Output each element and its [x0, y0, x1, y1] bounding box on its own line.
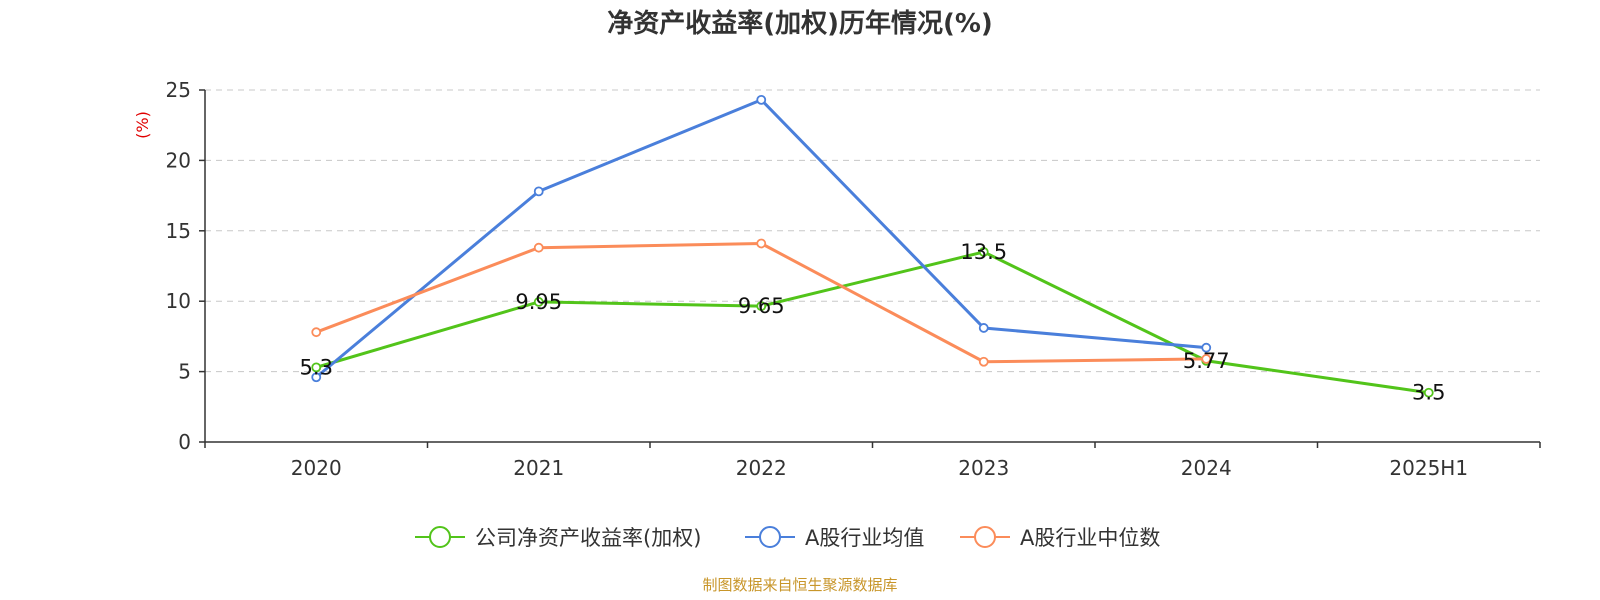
data-label: 13.5	[960, 240, 1007, 264]
legend-item-2[interactable]: A股行业中位数	[960, 526, 1160, 550]
data-point	[311, 327, 322, 338]
legend-label: A股行业中位数	[1020, 526, 1160, 550]
grid-lines	[205, 89, 1540, 373]
x-tick-label: 2020	[291, 456, 342, 480]
series-line-1	[315, 98, 1207, 379]
axes: 0 5 10 15 20 25 2020 2021 2022 2023 2024 2025H1	[166, 78, 1541, 480]
x-tick-label: 2025H1	[1389, 456, 1468, 480]
data-point	[1201, 354, 1212, 364]
series-line-0	[315, 250, 1429, 395]
x-tick-label: 2023	[958, 456, 1009, 480]
data-point	[533, 297, 544, 307]
data-point	[756, 301, 767, 312]
source-note: 制图数据来自恒生聚源数据库	[702, 576, 897, 594]
legend[interactable]: 公司净资产收益率(加权) A股行业均值 A股行业中位数	[415, 526, 1160, 550]
data-label: 9.65	[738, 294, 785, 318]
data-point	[978, 356, 989, 367]
legend-item-1[interactable]: A股行业均值	[745, 526, 924, 550]
legend-label: 公司净资产收益率(加权)	[475, 526, 701, 550]
legend-item-0[interactable]: 公司净资产收益率(加权)	[415, 526, 701, 550]
data-point	[756, 238, 767, 249]
data-point	[1423, 387, 1434, 398]
legend-marker	[759, 526, 781, 548]
data-label: 5.3	[300, 355, 333, 379]
legend-marker	[974, 526, 996, 548]
data-point	[533, 242, 544, 253]
data-label: 5.77	[1183, 349, 1230, 373]
chart-title: 净资产收益率(加权)历年情况(%)	[607, 8, 993, 39]
y-tick-label: 25	[166, 78, 191, 102]
data-label: 9.95	[515, 290, 562, 314]
data-point	[1201, 342, 1212, 353]
data-point	[978, 323, 989, 333]
y-tick-label: 0	[178, 430, 191, 454]
y-tick-label: 15	[166, 219, 191, 243]
legend-label: A股行业均值	[805, 526, 924, 550]
series-group	[311, 94, 1434, 398]
data-point	[978, 247, 989, 257]
data-labels: 5.3 9.95 9.65 13.5 5.77 3.5	[300, 240, 1446, 405]
data-point	[533, 186, 544, 197]
data-point	[311, 362, 322, 373]
x-tick-label: 2021	[513, 456, 564, 480]
x-tick-label: 2024	[1181, 456, 1232, 480]
x-tick-label: 2022	[736, 456, 787, 480]
y-tick-label: 10	[166, 289, 191, 313]
y-tick-label: 20	[166, 148, 191, 172]
y-axis-label: (%)	[133, 111, 152, 139]
data-point	[311, 372, 322, 383]
data-point	[756, 94, 767, 105]
y-tick-label: 5	[178, 360, 191, 384]
data-label: 3.5	[1412, 381, 1445, 405]
legend-marker	[429, 526, 451, 548]
